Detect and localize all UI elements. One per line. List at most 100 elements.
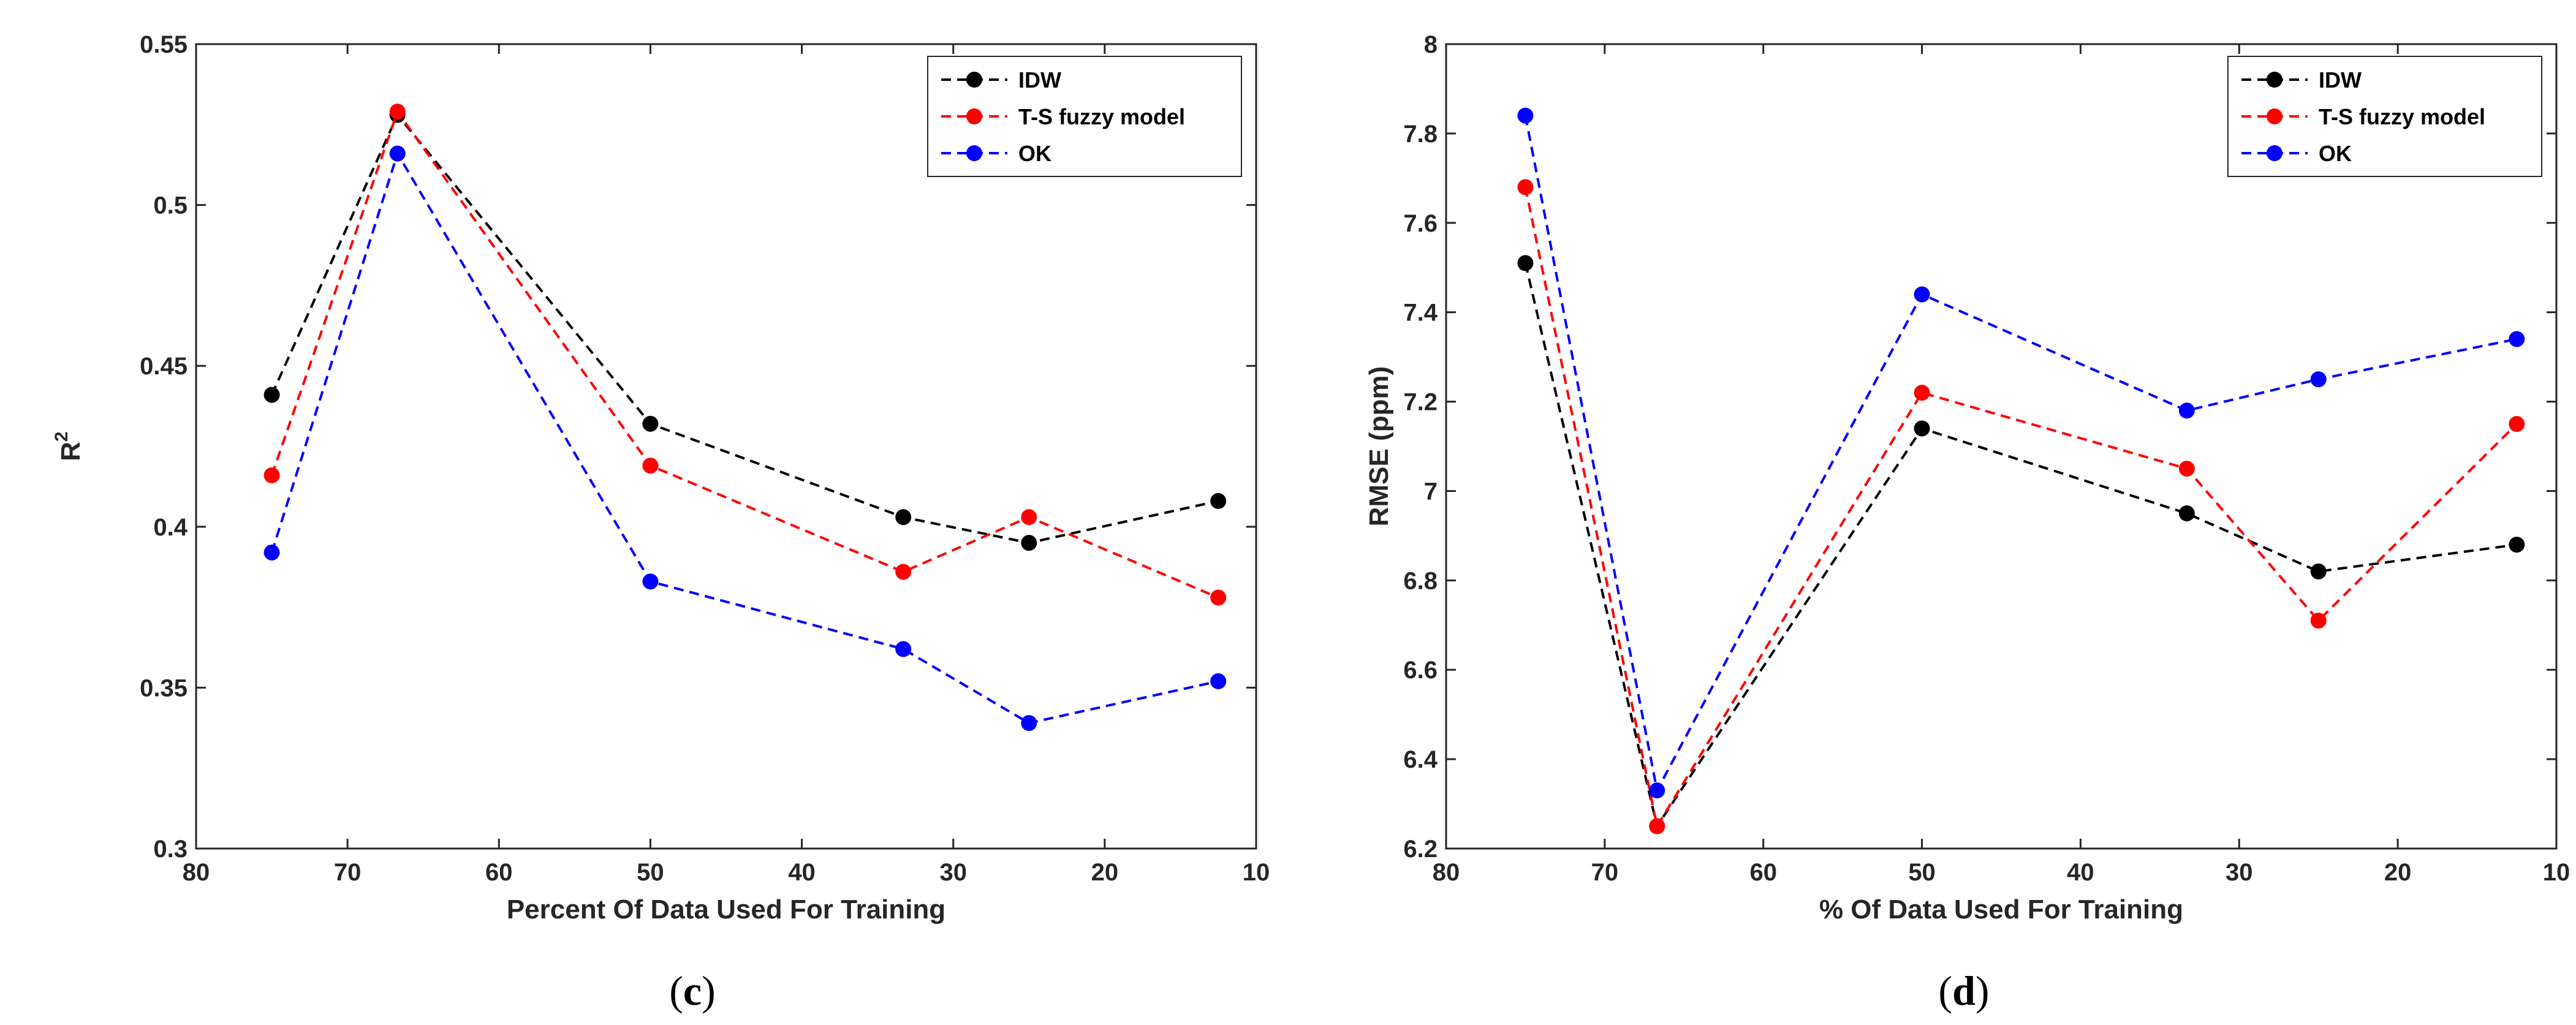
- legend: IDW T-S fuzzy model OK: [2227, 56, 2542, 177]
- legend-item: OK: [2241, 141, 2352, 166]
- y-tick-label: 7.8: [1403, 121, 1438, 148]
- legend-label: IDW: [2319, 67, 2362, 93]
- x-tick-label: 50: [637, 859, 664, 886]
- y-tick-label: 0.3: [153, 836, 188, 863]
- legend-marker: [966, 72, 982, 88]
- data-point-t-s-fuzzy-model: [1517, 179, 1534, 195]
- data-point-ok: [1021, 715, 1037, 732]
- panel-caption-letter: d: [1952, 967, 1976, 1014]
- data-point-t-s-fuzzy-model: [2509, 416, 2525, 433]
- x-tick-label: 50: [1908, 859, 1936, 886]
- series-line-ok: [1524, 115, 2517, 795]
- x-tick-label: 10: [1243, 859, 1270, 886]
- legend: IDW T-S fuzzy model OK: [927, 56, 1242, 177]
- panel-caption: (d): [1938, 967, 1989, 1014]
- x-tick-label: 70: [1591, 859, 1619, 886]
- legend-marker: [966, 145, 982, 161]
- chart-panel-d: 80 70 60 50 40 30 20 10 6.2 6.4 6.6 6.8 7 7.2 7.4 7.6 7.…: [1364, 31, 2570, 1014]
- data-point-idw: [895, 509, 912, 526]
- x-tick-label: 40: [788, 859, 816, 886]
- x-tick-label: 30: [2226, 859, 2253, 886]
- x-tick-label: 60: [485, 859, 513, 886]
- legend-marker: [2267, 72, 2282, 88]
- y-tick-label: 7.6: [1403, 210, 1438, 237]
- legend-marker: [966, 108, 982, 124]
- y-axis-label: R2: [51, 431, 86, 461]
- data-point-idw: [1914, 420, 1930, 437]
- data-point-t-s-fuzzy-model: [2310, 612, 2327, 629]
- x-tick-label: 20: [1091, 859, 1119, 886]
- data-point-t-s-fuzzy-model: [1210, 589, 1227, 606]
- x-axis-label: Percent Of Data Used For Training: [507, 895, 945, 925]
- data-point-ok: [895, 641, 912, 657]
- data-point-ok: [642, 573, 659, 590]
- data-point-idw: [1210, 493, 1227, 509]
- y-tick-label: 6.6: [1403, 657, 1438, 684]
- data-point-t-s-fuzzy-model: [1649, 818, 1665, 834]
- legend-item: IDW: [941, 67, 1061, 93]
- y-tick-label: 0.5: [153, 192, 188, 219]
- data-point-ok: [2310, 371, 2327, 388]
- legend-label: T-S fuzzy model: [2319, 104, 2485, 129]
- y-tick-label: 0.4: [153, 514, 188, 541]
- data-point-ok: [1649, 782, 1665, 799]
- y-axis-label-text: RMSE (ppm): [1364, 366, 1394, 527]
- x-tick-label: 20: [2384, 859, 2412, 886]
- data-point-ok: [2509, 331, 2525, 347]
- data-point-t-s-fuzzy-model: [642, 458, 659, 474]
- series-line-idw: [270, 112, 1219, 545]
- data-point-idw: [263, 387, 280, 403]
- y-tick-label: 7.4: [1403, 300, 1438, 327]
- y-tick-label: 6.4: [1403, 746, 1438, 773]
- series-line-t-s-fuzzy-model: [270, 108, 1219, 599]
- series-line-t-s-fuzzy-model: [1524, 187, 2518, 830]
- x-tick-label: 70: [334, 859, 362, 886]
- y-tick-label: 7.2: [1403, 389, 1438, 416]
- x-axis-label: % Of Data Used For Training: [1819, 895, 2183, 925]
- x-tick-label: 80: [1433, 859, 1460, 886]
- data-point-t-s-fuzzy-model: [1914, 384, 1930, 401]
- plot-area-frame: [195, 43, 1257, 850]
- legend-item: OK: [941, 141, 1051, 166]
- plot-area-frame: [1445, 43, 2558, 850]
- y-tick-label: 6.8: [1403, 567, 1438, 594]
- x-tick-label: 40: [2067, 859, 2094, 886]
- data-point-idw: [2178, 505, 2195, 521]
- data-point-idw: [2509, 536, 2525, 553]
- data-point-ok: [389, 145, 406, 162]
- data-point-ok: [1914, 286, 1930, 303]
- y-axis-label-superscript: 2: [51, 431, 72, 442]
- x-tick-label: 10: [2543, 859, 2570, 886]
- data-point-idw: [642, 415, 659, 432]
- y-tick-label: 0.35: [140, 675, 188, 702]
- data-point-t-s-fuzzy-model: [1021, 509, 1037, 526]
- series-line-idw: [1524, 262, 2517, 830]
- y-axis-label: RMSE (ppm): [1364, 366, 1394, 527]
- y-tick-label: 7: [1424, 478, 1438, 505]
- data-point-ok: [1210, 673, 1227, 689]
- y-tick-label: 8: [1424, 31, 1438, 58]
- legend-label: OK: [2319, 141, 2352, 166]
- y-axis-label-text: R: [56, 442, 86, 461]
- data-point-ok: [2178, 403, 2195, 419]
- data-point-t-s-fuzzy-model: [263, 467, 280, 483]
- legend-marker: [2267, 145, 2282, 161]
- x-tick-label: 80: [183, 859, 210, 886]
- data-point-idw: [1517, 255, 1534, 271]
- panel-caption-letter: c: [683, 967, 702, 1014]
- legend-item: IDW: [2241, 67, 2362, 93]
- legend-label: T-S fuzzy model: [1018, 104, 1185, 129]
- y-tick-label: 0.55: [140, 31, 188, 58]
- y-tick-label: 0.45: [140, 353, 188, 380]
- legend-label: OK: [1018, 141, 1051, 166]
- y-tick-label: 6.2: [1403, 836, 1438, 863]
- x-tick-label: 60: [1749, 859, 1777, 886]
- data-point-idw: [1021, 535, 1037, 551]
- data-point-idw: [2310, 563, 2327, 580]
- data-point-ok: [263, 544, 280, 561]
- series-line-ok: [270, 150, 1219, 725]
- chart-panel-c: 80 70 60 50 40 30 20 10 0.3 0.35 0.4 0.45 0.5 0.55 Per…: [51, 31, 1270, 1014]
- legend-label: IDW: [1018, 67, 1061, 93]
- legend-item: T-S fuzzy model: [941, 104, 1185, 129]
